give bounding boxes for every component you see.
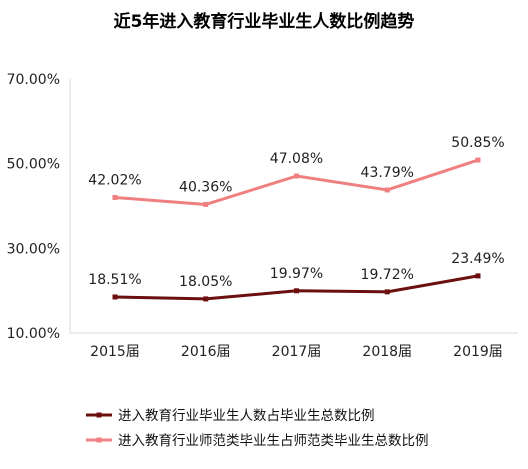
data-label: 18.05% bbox=[179, 274, 232, 290]
chart-title: 近5年进入教育行业毕业生人数比例趋势 bbox=[114, 11, 415, 32]
data-label: 47.08% bbox=[270, 151, 323, 167]
series-2-point bbox=[203, 201, 209, 207]
series-2-point bbox=[112, 194, 118, 200]
legend-label-1: 进入教育行业毕业生人数占毕业生总数比例 bbox=[118, 408, 375, 424]
x-tick-label: 2019届 bbox=[453, 344, 503, 360]
data-label: 50.85% bbox=[451, 135, 504, 151]
data-label: 19.97% bbox=[270, 266, 323, 282]
data-label: 18.51% bbox=[88, 272, 141, 288]
series-1-point bbox=[203, 296, 209, 302]
series-2-point bbox=[294, 173, 299, 179]
series-layer bbox=[112, 157, 481, 302]
legend-label-2: 进入教育行业师范类毕业生占师范类毕业生总数比例 bbox=[118, 433, 429, 449]
legend-swatch-marker-1 bbox=[96, 412, 102, 418]
legend: 进入教育行业毕业生人数占毕业生总数比例进入教育行业师范类毕业生占师范类毕业生总数… bbox=[86, 408, 429, 449]
series-1-point bbox=[294, 288, 299, 294]
data-label: 42.02% bbox=[88, 172, 141, 188]
x-tick-label: 2018届 bbox=[362, 344, 412, 360]
data-label: 43.79% bbox=[361, 165, 414, 181]
series-2-point bbox=[384, 187, 390, 193]
x-tick-label: 2017届 bbox=[272, 344, 322, 360]
y-tick-label: 10.00% bbox=[7, 326, 60, 342]
y-tick-label: 30.00% bbox=[7, 241, 60, 257]
y-tick-label: 70.00% bbox=[7, 72, 60, 88]
x-tick-label: 2016届 bbox=[181, 344, 231, 360]
x-tick-label: 2015届 bbox=[90, 344, 140, 360]
data-labels-layer: 18.51% 18.05% 19.97% 19.72% 23.49% 42.02% 40.3… bbox=[88, 135, 504, 290]
data-label: 40.36% bbox=[179, 179, 232, 195]
data-label: 19.72% bbox=[361, 267, 414, 283]
series-1-point bbox=[475, 273, 481, 279]
axes-layer: 10.00% 30.00% 50.00% 70.00% 2015届 2016届 2017届 2… bbox=[7, 72, 518, 360]
series-1-point bbox=[112, 294, 118, 300]
y-tick-label: 50.00% bbox=[7, 157, 60, 173]
legend-swatch-marker-2 bbox=[96, 437, 102, 443]
series-1-point bbox=[384, 289, 390, 295]
data-label: 23.49% bbox=[451, 251, 504, 267]
series-2-point bbox=[475, 157, 481, 163]
